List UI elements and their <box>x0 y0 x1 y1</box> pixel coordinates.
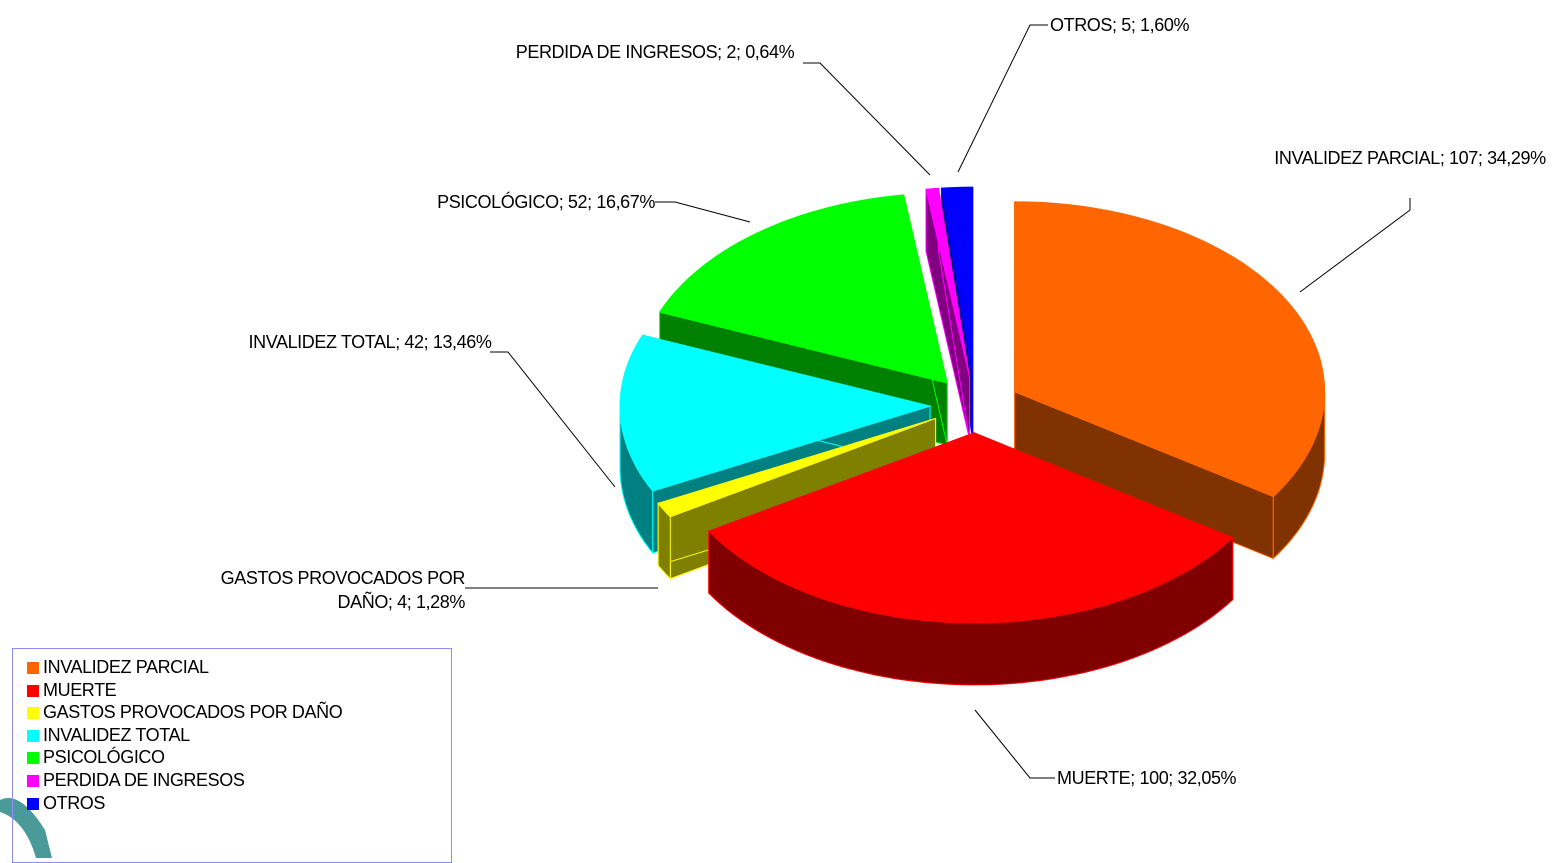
data-label: INVALIDEZ PARCIAL; 107; 34,29% <box>1274 148 1546 168</box>
slice-top <box>657 417 936 518</box>
slice <box>707 432 1234 686</box>
legend-item: GASTOS PROVOCADOS POR DAÑO <box>27 702 343 723</box>
data-label: OTROS; 5; 1,60% <box>1050 15 1190 35</box>
legend-label: PERDIDA DE INGRESOS <box>43 770 245 790</box>
legend-swatch <box>27 797 39 810</box>
legend-item: PSICOLÓGICO <box>27 747 165 767</box>
leader-line <box>957 24 1048 173</box>
legend-label: PSICOLÓGICO <box>43 747 165 768</box>
legend-item: PERDIDA DE INGRESOS <box>27 770 245 790</box>
legend-label: GASTOS PROVOCADOS POR DAÑO <box>43 702 343 723</box>
legend-swatch <box>27 707 39 720</box>
legend-item: INVALIDEZ PARCIAL <box>27 657 209 677</box>
slice-top <box>707 432 1234 624</box>
legend-swatch <box>27 684 39 697</box>
decoration <box>0 798 52 858</box>
data-label: GASTOS PROVOCADOS POR DAÑO; 4; 1,28% <box>220 568 466 612</box>
leader-line <box>974 709 1055 779</box>
slice-top <box>925 187 971 378</box>
legend-item: MUERTE <box>27 679 117 700</box>
leader-line <box>490 351 616 488</box>
legend-label: MUERTE <box>43 679 117 700</box>
legend-swatch <box>27 729 39 742</box>
slice-top <box>619 334 932 492</box>
leader-line <box>1299 198 1411 293</box>
slice-top <box>941 186 974 378</box>
legend-item: INVALIDEZ TOTAL <box>27 725 190 745</box>
legend-item: OTROS <box>27 793 105 813</box>
data-label: INVALIDEZ TOTAL; 42; 13,46% <box>248 332 492 352</box>
data-label: PERDIDA DE INGRESOS; 2; 0,64% <box>515 42 795 62</box>
leader-line <box>803 62 931 176</box>
leader-line <box>655 201 751 223</box>
data-label: MUERTE; 100; 32,05% <box>1057 768 1237 788</box>
legend: INVALIDEZ PARCIAL MUERTE GASTOS PROVOCADOS… <box>12 648 452 863</box>
slice-top <box>658 194 948 384</box>
legend-swatch <box>27 662 39 674</box>
legend-label: INVALIDEZ PARCIAL <box>43 657 209 677</box>
legend-swatch <box>27 752 39 765</box>
slice <box>925 187 971 440</box>
slice <box>1014 201 1326 560</box>
legend-swatch <box>27 775 39 787</box>
slice-top <box>1014 201 1326 498</box>
legend-label: OTROS <box>43 792 106 813</box>
legend-label: INVALIDEZ TOTAL <box>43 724 190 745</box>
data-label: PSICOLÓGICO; 52; 16,67% <box>437 192 655 212</box>
